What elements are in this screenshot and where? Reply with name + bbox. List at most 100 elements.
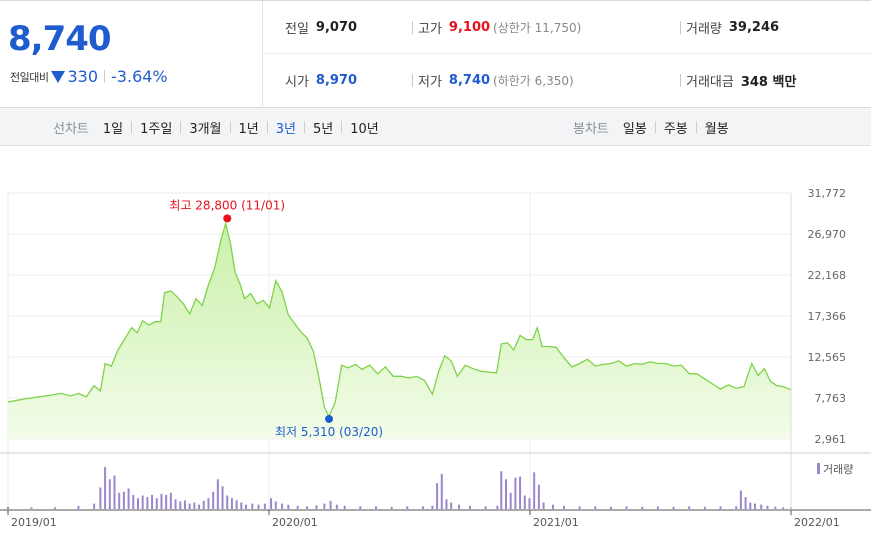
change-row: 전일대비 330 -3.64%	[10, 67, 168, 86]
volume-bar	[335, 504, 338, 509]
volume-bar	[533, 472, 536, 509]
volume-bar	[53, 507, 56, 509]
max-point-marker	[223, 214, 232, 223]
y-tick-label: 31,772	[808, 187, 847, 200]
price-chart: 31,772 26,970 22,168 17,366 12,565 7,763 2,961…	[0, 146, 871, 537]
down-triangle-icon	[51, 70, 66, 83]
volume-bar	[719, 506, 722, 509]
info-row-2: 시가 8,970 저가 8,740 (하한가 6,350) 거래대금 348 백…	[264, 54, 871, 107]
divider	[695, 121, 697, 133]
volume-bar	[594, 506, 597, 509]
volume-value: 39,246	[728, 20, 780, 35]
volume-bar	[202, 500, 205, 509]
high-label: 고가	[418, 22, 442, 37]
x-tick-label: 2020/01	[272, 516, 318, 529]
volume-bar	[744, 497, 747, 509]
low-cell: 저가 8,740 (하한가 6,350)	[412, 54, 574, 107]
volume-bar	[151, 494, 154, 509]
volume-bar	[562, 505, 565, 509]
volume-bar	[578, 506, 581, 509]
volume-bar	[281, 503, 284, 509]
volume-bar	[141, 495, 144, 509]
prev-close-cell: 전일 9,070	[285, 1, 357, 54]
amount-label: 거래대금	[686, 75, 734, 90]
upper-limit: (상한가 11,750)	[493, 21, 582, 35]
tab-monthly[interactable]: 월봉	[704, 121, 729, 137]
amount-value: 348 백만	[740, 75, 797, 90]
candle-chart-title: 봉차트	[573, 121, 609, 137]
change-label: 전일대비	[10, 70, 49, 84]
volume-bar	[245, 504, 248, 509]
volume-bar	[703, 506, 706, 509]
volume-bar	[458, 504, 461, 509]
volume-bar	[528, 498, 531, 509]
volume-bar	[739, 490, 742, 509]
volume-bar	[274, 501, 277, 509]
volume-bar	[99, 487, 102, 509]
volume-bar	[113, 475, 116, 509]
volume-bar	[174, 499, 177, 509]
volume-bar	[136, 498, 139, 509]
tab-3years[interactable]: 3년	[275, 121, 296, 137]
price-chart-svg: 31,772 26,970 22,168 17,366 12,565 7,763 2,961…	[0, 187, 871, 529]
tab-1year[interactable]: 1년	[238, 121, 259, 137]
volume-bar	[122, 491, 125, 509]
divider	[680, 74, 681, 87]
tab-10years[interactable]: 10년	[350, 121, 379, 137]
volume-bar	[390, 506, 393, 509]
volume-bar	[315, 505, 318, 509]
divider	[304, 121, 305, 133]
volume-bar	[468, 505, 471, 509]
line-chart-title: 선차트	[53, 121, 89, 137]
price-summary: 8,740 전일대비 330 -3.64% 전일 9,070 고가 9,100 …	[0, 0, 871, 108]
volume-bar	[436, 483, 439, 509]
volume-bar	[155, 498, 158, 509]
divider	[341, 121, 343, 133]
volume-bar	[519, 476, 522, 509]
volume-bar	[406, 506, 409, 509]
current-price: 8,740	[8, 19, 112, 59]
tab-3months[interactable]: 3개월	[189, 121, 222, 137]
volume-bar	[504, 479, 507, 509]
volume-bar	[782, 507, 785, 509]
volume-bar	[104, 466, 107, 509]
tab-weekly[interactable]: 주봉	[663, 121, 688, 137]
volume-bar	[198, 504, 201, 509]
change-percent: -3.64%	[111, 67, 168, 86]
volume-bar	[127, 488, 130, 509]
volume-bar	[193, 502, 196, 509]
divider	[131, 121, 133, 133]
price-info-grid: 전일 9,070 고가 9,100 (상한가 11,750) 거래량 39,24…	[264, 1, 871, 108]
tab-1week[interactable]: 1주일	[140, 121, 173, 137]
open-value: 8,970	[315, 73, 358, 88]
volume-bar	[749, 502, 752, 509]
volume-bar	[207, 498, 210, 509]
price-area	[8, 223, 791, 439]
volume-bar	[165, 494, 168, 509]
divider	[266, 121, 268, 133]
volume-bar	[93, 503, 96, 509]
divider	[104, 70, 106, 83]
volume-bar	[160, 493, 163, 509]
tab-5years[interactable]: 5년	[313, 121, 334, 137]
x-tick-label: 2019/01	[11, 516, 57, 529]
volume-bar	[421, 506, 424, 509]
volume-bar	[169, 492, 172, 509]
y-tick-label: 22,168	[808, 269, 847, 282]
tab-daily[interactable]: 일봉	[622, 121, 647, 137]
open-label: 시가	[285, 75, 309, 90]
min-annotation: 최저 5,310 (03/20)	[275, 425, 383, 439]
volume-bar	[496, 505, 499, 509]
volume-bar	[183, 500, 186, 509]
volume-bar	[323, 503, 326, 509]
tab-1day[interactable]: 1일	[102, 121, 124, 137]
y-tick-label: 17,366	[808, 310, 847, 323]
volume-bar	[656, 506, 659, 509]
volume-cell: 거래량 39,246	[680, 1, 779, 54]
change-amount: 330	[67, 67, 99, 86]
volume-bar	[440, 473, 443, 509]
volume-bar	[641, 506, 644, 509]
volume-bar	[359, 506, 362, 509]
volume-bar	[760, 504, 763, 509]
volume-bar	[251, 503, 254, 509]
